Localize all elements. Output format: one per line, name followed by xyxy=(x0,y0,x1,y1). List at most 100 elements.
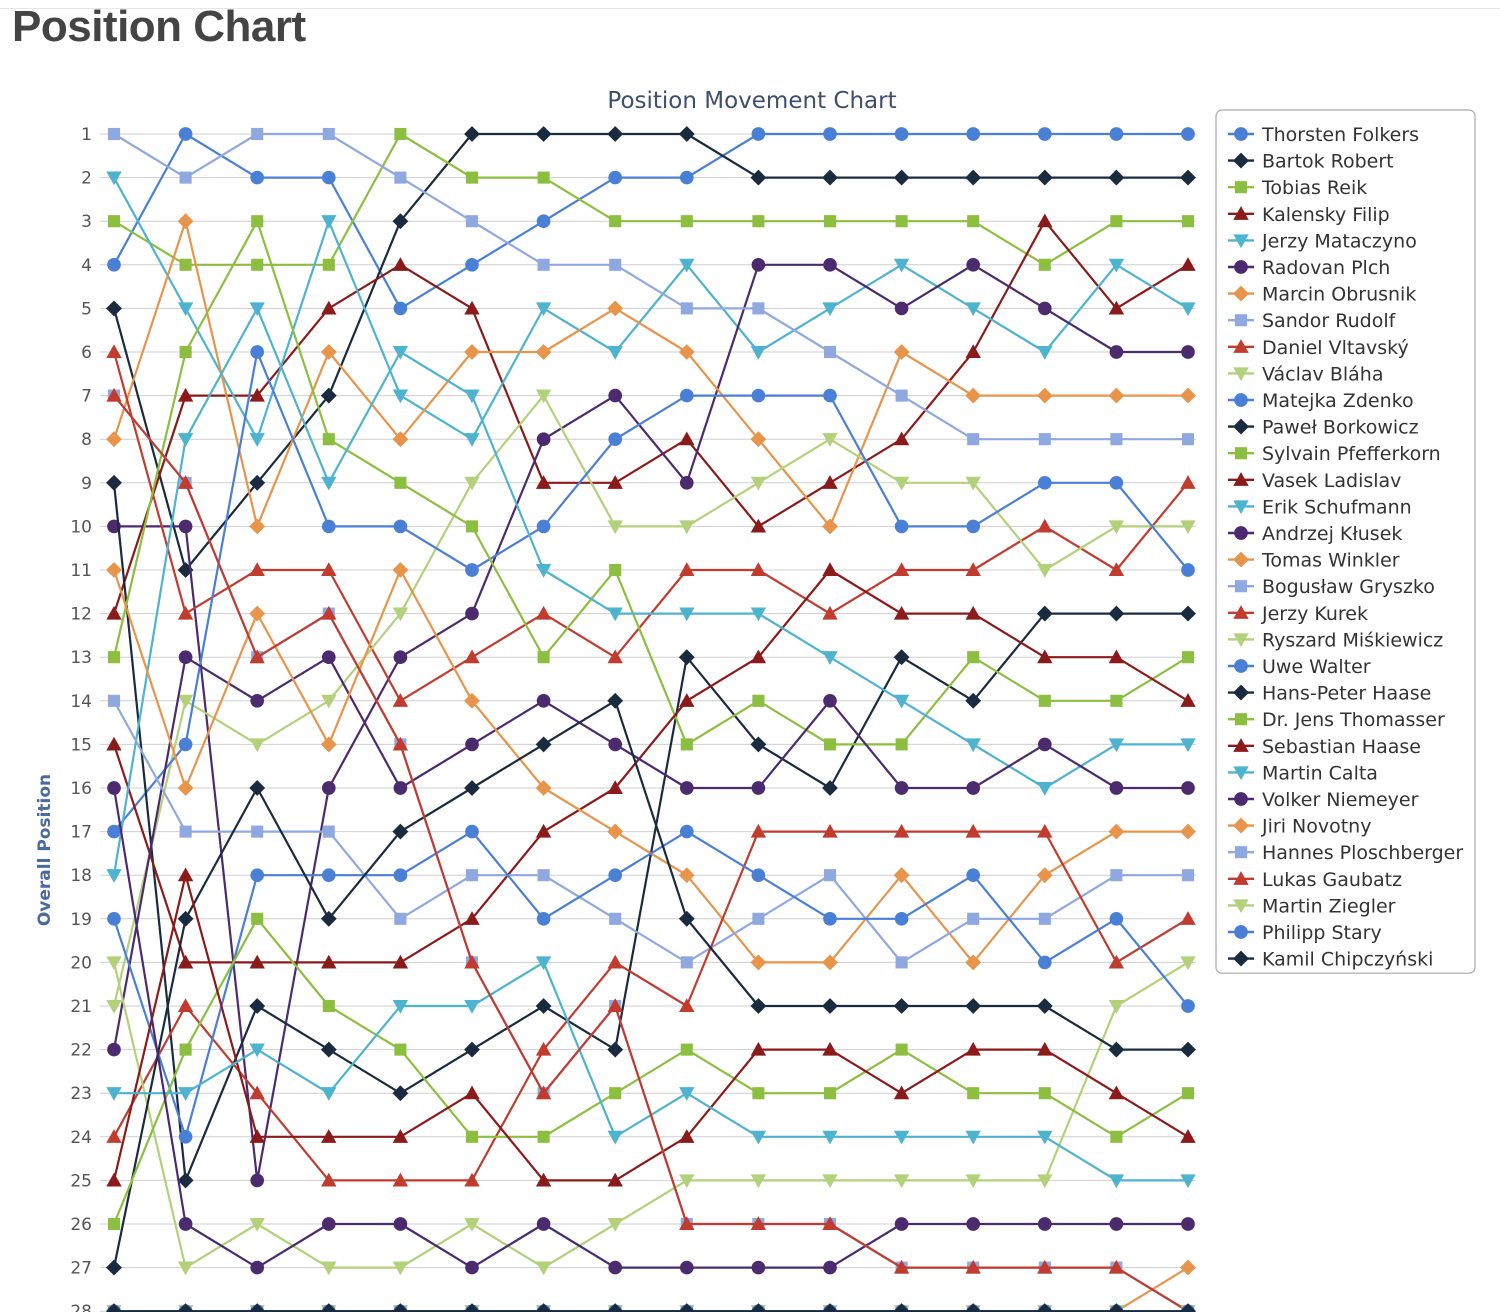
data-point xyxy=(106,1303,122,1312)
legend-marker xyxy=(1234,393,1248,407)
legend-item[interactable]: Sebastian Haase xyxy=(1228,736,1421,758)
data-point xyxy=(177,954,194,969)
legend-item[interactable]: Kalensky Filip xyxy=(1228,204,1390,226)
legend[interactable]: Thorsten Folkers Bartok Robert Tobias Reik… xyxy=(1215,109,1476,974)
series-25[interactable] xyxy=(107,781,1195,1275)
legend-item[interactable]: Jerzy Mataczyno xyxy=(1228,230,1417,252)
series-12[interactable] xyxy=(107,215,1195,751)
legend-item[interactable]: Sylvain Pfefferkorn xyxy=(1228,443,1441,465)
data-point xyxy=(1109,911,1124,926)
data-point xyxy=(392,213,409,230)
data-point xyxy=(1037,1217,1052,1231)
series-23[interactable] xyxy=(106,867,1196,1187)
data-point xyxy=(679,1260,694,1275)
legend-item[interactable]: Matejka Zdenko xyxy=(1228,390,1414,412)
data-point xyxy=(177,780,194,796)
data-point xyxy=(537,869,550,882)
data-point xyxy=(608,737,623,752)
data-point xyxy=(893,649,910,666)
data-point xyxy=(464,1172,480,1187)
legend-item[interactable]: Jerzy Kurek xyxy=(1228,603,1368,625)
series-14[interactable] xyxy=(106,302,1196,883)
data-point xyxy=(893,344,910,360)
legend-item[interactable]: Martin Ziegler xyxy=(1228,895,1396,917)
data-point xyxy=(464,780,480,796)
series-0[interactable] xyxy=(107,127,1195,316)
data-point xyxy=(1181,215,1195,228)
legend-item[interactable]: Bogusław Gryszko xyxy=(1228,576,1435,598)
data-point xyxy=(535,389,552,404)
legend-item[interactable]: Daniel Vltavský xyxy=(1228,337,1409,359)
legend-item[interactable]: Radovan Plch xyxy=(1228,257,1390,279)
legend-item[interactable]: Vasek Ladislav xyxy=(1228,470,1401,492)
data-point xyxy=(680,215,693,228)
data-point xyxy=(607,1303,624,1312)
series-31[interactable] xyxy=(106,1303,1196,1312)
data-point xyxy=(1108,520,1125,535)
data-point xyxy=(393,650,408,665)
data-point xyxy=(1180,738,1196,753)
data-point xyxy=(320,910,337,927)
data-point xyxy=(1180,1129,1196,1143)
data-point xyxy=(822,1174,838,1189)
data-point xyxy=(678,344,695,360)
data-point xyxy=(465,824,479,839)
data-point xyxy=(178,737,193,752)
legend-item[interactable]: Philipp Stary xyxy=(1228,922,1382,944)
data-point xyxy=(322,258,335,271)
data-point xyxy=(1037,301,1052,316)
data-point xyxy=(1037,475,1052,490)
data-point xyxy=(536,1217,551,1231)
y-tick-label: 2 xyxy=(81,169,92,189)
legend-item[interactable]: Andrzej Kłusek xyxy=(1228,523,1402,545)
data-point xyxy=(106,474,122,491)
legend-item[interactable]: Jiri Novotny xyxy=(1228,816,1371,838)
legend-item[interactable]: Sandor Rudolf xyxy=(1228,310,1397,332)
legend-item[interactable]: Volker Niemeyer xyxy=(1228,789,1419,811)
series-10[interactable] xyxy=(107,345,1195,839)
legend-item[interactable]: Martin Calta xyxy=(1228,762,1378,784)
legend-item[interactable]: Tomas Winkler xyxy=(1228,550,1400,572)
series-line xyxy=(113,350,1189,833)
data-point xyxy=(249,605,266,622)
legend-item[interactable]: Erik Schufmann xyxy=(1228,496,1412,518)
legend-item[interactable]: Bartok Robert xyxy=(1228,151,1394,173)
legend-item[interactable]: Kamil Chipczyński xyxy=(1228,949,1433,971)
series-4[interactable] xyxy=(106,171,1196,447)
series-21[interactable] xyxy=(106,692,1196,1276)
data-point xyxy=(608,1260,623,1275)
legend-item[interactable]: Václav Bláha xyxy=(1228,363,1383,385)
data-point xyxy=(750,649,767,664)
data-point xyxy=(1180,956,1196,971)
series-20[interactable] xyxy=(107,824,1195,1144)
data-point xyxy=(750,562,767,577)
data-point xyxy=(464,300,480,315)
data-point xyxy=(394,912,407,925)
legend-item[interactable]: Dr. Jens Thomasser xyxy=(1228,709,1445,731)
series-7[interactable] xyxy=(107,127,1195,446)
legend-item[interactable]: Tobias Reik xyxy=(1228,177,1367,199)
legend-item[interactable]: Hans-Peter Haase xyxy=(1228,683,1431,705)
data-point xyxy=(822,475,838,489)
legend-item[interactable]: Marcin Obrusnik xyxy=(1228,284,1416,306)
series-9[interactable] xyxy=(106,389,1196,1014)
data-point xyxy=(822,169,838,186)
legend-item[interactable]: Lukas Gaubatz xyxy=(1228,869,1402,891)
legend-label: Matejka Zdenko xyxy=(1262,390,1414,412)
legend-box xyxy=(1215,109,1476,974)
data-point xyxy=(679,693,695,707)
data-point xyxy=(1109,475,1124,490)
legend-item[interactable]: Paweł Borkowicz xyxy=(1228,417,1419,439)
legend-item[interactable]: Thorsten Folkers xyxy=(1228,124,1419,146)
data-point xyxy=(249,1129,265,1143)
data-point xyxy=(752,1087,765,1100)
legend-item[interactable]: Ryszard Miśkiewicz xyxy=(1228,629,1443,651)
legend-item[interactable]: Uwe Walter xyxy=(1228,656,1371,678)
series-28[interactable] xyxy=(106,387,1195,1312)
series-5[interactable] xyxy=(107,257,1195,1188)
legend-item[interactable]: Hannes Ploschberger xyxy=(1228,842,1463,864)
data-point xyxy=(823,1087,837,1100)
data-point xyxy=(249,433,265,447)
series-22[interactable] xyxy=(107,912,1195,1231)
series-2[interactable] xyxy=(107,127,1195,271)
